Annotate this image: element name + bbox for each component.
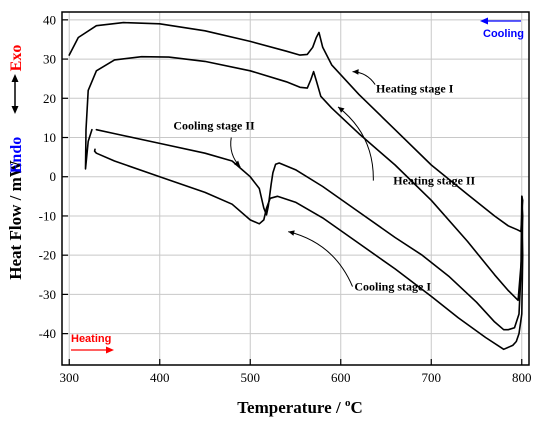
x-tick-label: 500 — [240, 370, 260, 385]
y-tick-label: 30 — [43, 52, 56, 67]
y-tick-label: -20 — [39, 248, 56, 263]
series-line-4 — [95, 128, 523, 331]
x-tick-label: 700 — [422, 370, 442, 385]
curves — [68, 21, 524, 351]
x-axis-degree: o — [345, 397, 351, 409]
heating-arrow-icon — [71, 346, 114, 354]
x-tick-label: 600 — [331, 370, 351, 385]
y-tick-label: -30 — [39, 287, 56, 302]
annotation-arrowhead-icon — [352, 69, 359, 75]
plot-frame — [61, 11, 530, 366]
exo-label: Exo — [8, 45, 25, 72]
annotation-label: Cooling stage I — [354, 279, 431, 293]
exo-endo-double-arrow-icon — [11, 74, 19, 114]
annotation-arrow-line — [337, 106, 374, 181]
x-axis-title-text: Temperature / — [237, 398, 345, 417]
series-line-1 — [68, 21, 524, 233]
annotations: Heating stage I Heating stage II Cooling s… — [173, 69, 476, 293]
annotation-arrowhead-icon — [288, 230, 295, 236]
annotation-label: Heating stage II — [393, 174, 475, 188]
x-axis-title: Temperature / oC — [237, 397, 362, 417]
series-line-2 — [84, 55, 524, 302]
y-tick-label: 10 — [43, 130, 56, 145]
endo-label: Endo — [8, 137, 25, 173]
x-axis-unit: C — [350, 398, 362, 417]
axis-ticks: 300 400 500 600 700 800 40 30 20 10 0 -10 -20 -30 -40 — [39, 12, 532, 385]
annotation-arrow-line — [288, 231, 353, 287]
grid-lines — [62, 12, 529, 365]
annotation-label: Cooling stage II — [173, 119, 255, 133]
annotation-arrow-line — [352, 71, 376, 85]
y-tick-label: 40 — [43, 12, 56, 27]
cooling-label: Cooling — [483, 28, 524, 40]
y-tick-label: -10 — [39, 208, 56, 223]
y-tick-label: -40 — [39, 326, 56, 341]
y-axis-title: Heat Flow / mW — [6, 160, 25, 279]
y-tick-label: 20 — [43, 91, 56, 106]
x-tick-label: 300 — [59, 370, 79, 385]
series-line-3 — [93, 148, 524, 351]
cooling-arrow-icon — [480, 17, 521, 25]
annotation-arrow-line — [230, 137, 241, 168]
x-tick-label: 400 — [150, 370, 170, 385]
heating-label: Heating — [71, 333, 111, 345]
y-tick-label: 0 — [50, 169, 57, 184]
x-tick-label: 800 — [512, 370, 532, 385]
annotation-arrowhead-icon — [338, 106, 345, 113]
annotation-arrowhead-icon — [234, 160, 241, 167]
annotation-label: Heating stage I — [376, 81, 454, 95]
